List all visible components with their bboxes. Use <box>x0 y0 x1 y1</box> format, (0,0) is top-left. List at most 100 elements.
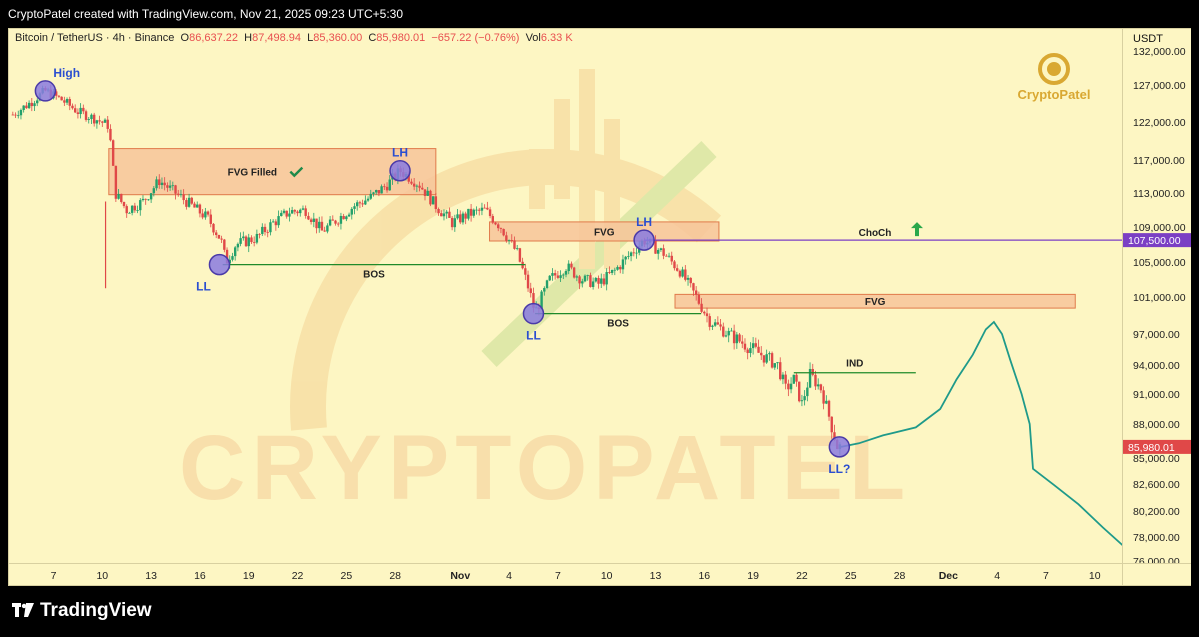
fvg-rect[interactable] <box>489 221 720 242</box>
candle <box>762 355 766 367</box>
candle-body <box>654 240 657 254</box>
candle-body <box>716 322 720 325</box>
candle-body <box>548 275 551 281</box>
level-choch[interactable]: ChoCh <box>644 222 1123 241</box>
candle-body <box>377 190 381 194</box>
candle-body <box>610 269 614 273</box>
swing-marker[interactable] <box>633 229 655 251</box>
tradingview-logo[interactable]: TradingView <box>12 600 152 622</box>
candle-body <box>586 275 589 276</box>
candle-body <box>697 294 701 304</box>
watermark-arrow <box>481 141 717 367</box>
swing-marker[interactable] <box>389 159 411 182</box>
level-bos[interactable]: BOS <box>222 264 526 281</box>
candle <box>63 96 66 107</box>
candle <box>472 208 476 218</box>
candle-body <box>830 416 833 433</box>
time-tick: 7 <box>51 570 57 582</box>
candle <box>87 116 90 124</box>
price-chart[interactable]: CRYPTOPATEL CryptoPatel FVG Filled FVG FVG BO… <box>9 29 1123 564</box>
candle <box>548 275 551 282</box>
fvg-label: FVG <box>594 227 615 238</box>
candle-body <box>426 190 429 196</box>
level-bos[interactable]: BOS <box>535 313 702 330</box>
candle-body <box>811 368 814 375</box>
candle-body <box>84 111 88 120</box>
candle <box>559 270 562 282</box>
marker-lh[interactable]: LH <box>389 146 411 182</box>
candle <box>486 201 489 211</box>
candle-body <box>597 277 600 284</box>
candle-body <box>635 252 638 254</box>
candle-body <box>388 179 391 191</box>
fvg-zone[interactable]: FVG <box>489 221 720 242</box>
candle-body <box>434 196 438 210</box>
swing-marker[interactable] <box>828 436 851 458</box>
candle <box>114 165 118 202</box>
marker-ll[interactable]: LL <box>196 253 231 294</box>
candle-body <box>741 341 744 344</box>
candle <box>315 218 318 234</box>
candle <box>467 208 470 221</box>
candle <box>654 235 657 254</box>
price-tick: 105,000.00 <box>1133 257 1186 269</box>
candle-body <box>795 374 798 382</box>
candle <box>529 282 532 298</box>
candle-body <box>380 186 383 194</box>
candle-body <box>564 271 568 275</box>
candle <box>773 363 777 370</box>
candle <box>307 212 310 221</box>
candle-body <box>407 173 410 182</box>
candle <box>575 274 579 282</box>
swing-marker[interactable] <box>522 302 545 325</box>
marker-llq[interactable]: LL? <box>828 436 851 476</box>
price-tag[interactable]: 85,980.01 <box>1123 439 1191 454</box>
candle <box>513 236 516 250</box>
marker-ll[interactable]: LL <box>522 302 545 343</box>
candle <box>65 97 69 105</box>
price-tag[interactable]: 107,500.00 <box>1123 233 1191 248</box>
candle <box>350 207 353 220</box>
candle-body <box>361 203 364 205</box>
time-axis[interactable]: 7 10 13 16 19 22 25 28 Nov 4 7 10 13 16 19 22 25 28 Dec 4 7 1… <box>8 564 1123 586</box>
candle <box>434 192 438 213</box>
volume-label: Vol <box>525 32 541 44</box>
currency-label[interactable]: USDT <box>1133 33 1163 45</box>
candle <box>356 200 359 211</box>
candle <box>686 274 690 286</box>
fvg-rect[interactable] <box>674 293 1076 309</box>
projection-path[interactable] <box>840 320 1123 547</box>
time-tick: 10 <box>601 570 613 582</box>
candle <box>613 267 617 276</box>
candle-body <box>605 272 608 285</box>
symbol-label[interactable]: Bitcoin / TetherUS · 4h · Binance <box>15 32 175 44</box>
candle-body <box>120 193 123 202</box>
swing-marker[interactable] <box>34 80 57 102</box>
candle-body <box>366 198 370 201</box>
candle <box>334 219 337 226</box>
candle-body <box>827 400 831 417</box>
candle-body <box>182 194 185 201</box>
candle-body <box>524 268 527 275</box>
candle-body <box>502 228 505 236</box>
low-value: 85,360.00 <box>313 32 363 44</box>
candle <box>198 203 202 218</box>
candle <box>33 100 36 112</box>
marker-lh[interactable]: LH <box>633 215 655 251</box>
candle-body <box>507 239 511 241</box>
level-ind[interactable]: IND <box>793 359 916 374</box>
candle-body <box>613 269 617 271</box>
candle-body <box>111 140 115 166</box>
candle <box>629 251 633 262</box>
marker-high[interactable]: High <box>34 66 80 102</box>
fvg-zone[interactable]: FVG <box>674 293 1076 309</box>
candle <box>594 276 598 283</box>
candle <box>811 363 814 377</box>
price-axis[interactable]: 76,000.00 78,000.00 80,200.00 82,600.00 85,0… <box>1123 28 1191 564</box>
chart-panel[interactable]: CRYPTOPATEL CryptoPatel FVG Filled FVG FVG BO… <box>8 28 1123 564</box>
candle <box>282 208 286 215</box>
candle-body <box>806 387 809 397</box>
candle <box>795 373 798 387</box>
candle-body <box>374 190 378 193</box>
swing-marker[interactable] <box>208 253 231 276</box>
